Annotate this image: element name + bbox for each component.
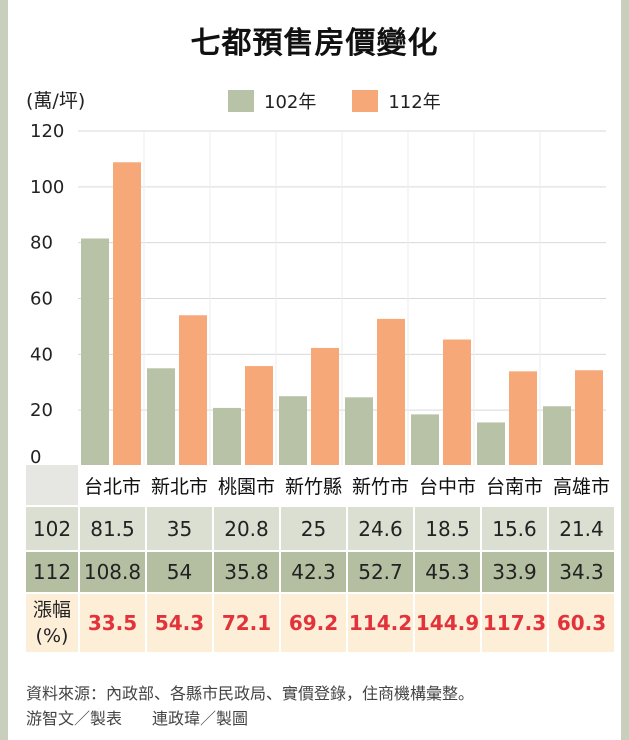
bar-新竹縣-102年 [279,396,307,466]
increase-cell: 54.3 [146,592,214,652]
header-cell: 台北市 [79,465,147,506]
row-label-102: 102 [26,505,80,551]
value-cell: 42.3 [280,550,348,593]
increase-cell: 117.3 [481,592,549,652]
legend-label-112: 112年 [388,92,441,113]
header-cell: 新竹縣 [280,465,348,506]
row-label-112: 112 [26,550,80,593]
bar-chart: 0 20 40 60 80 100 120 [30,121,606,468]
value-cell: 35.8 [213,550,281,593]
value-cell: 108.8 [79,550,147,593]
bar-新北市-102年 [147,368,175,466]
increase-cell: 33.5 [79,592,147,652]
value-cell: 25 [280,505,348,551]
table-row-102: 102 81.5 35 20.8 25 24.6 18.5 15.6 21.4 [26,505,616,551]
value-cell: 33.9 [481,550,549,593]
table-row-increase: 漲幅 (%) 33.5 54.3 72.1 69.2 114.2 144.9 1… [26,592,616,652]
value-cell: 52.7 [347,550,415,593]
header-cell: 台中市 [414,465,482,506]
source-note: 資料來源：內政部、各縣市民政局、實價登錄，住商機構彙整。 游智文／製表 連政瑋／製… [26,681,474,731]
y-tick-label: 80 [30,233,53,254]
header-cell: 新北市 [146,465,214,506]
author-credit: 游智文／製表 [26,709,123,728]
bar-新竹縣-112年 [311,347,339,466]
bar-新竹市-102年 [345,397,373,466]
bar-新北市-112年 [179,315,207,466]
source-line: 資料來源：內政部、各縣市民政局、實價登錄，住商機構彙整。 [26,684,475,703]
value-cell: 34.3 [548,550,616,593]
bar-高雄市-102年 [543,406,571,466]
value-cell: 35 [146,505,214,551]
value-cell: 81.5 [79,505,147,551]
increase-cell: 114.2 [347,592,415,652]
value-cell: 21.4 [548,505,616,551]
bar-台中市-112年 [443,339,471,466]
table-header-row: 台北市 新北市 桃園市 新竹縣 新竹市 台中市 台南市 高雄市 [26,465,616,506]
bar-台北市-112年 [113,162,141,466]
increase-cell: 144.9 [414,592,482,652]
y-tick-label: 0 [30,447,41,468]
bar-桃園市-112年 [245,366,273,466]
credits-line: 游智文／製表 連政瑋／製圖 [26,706,474,731]
header-cell: 高雄市 [548,465,616,506]
header-cell: 桃園市 [213,465,281,506]
legend-swatch-102 [228,90,254,112]
y-tick-label: 120 [30,121,64,142]
bar-桃園市-102年 [213,407,241,466]
y-axis-unit-label: (萬/坪) [26,90,86,112]
bar-高雄市-112年 [575,370,603,466]
table-corner-cell [26,465,80,506]
bar-台南市-112年 [509,371,537,466]
increase-label-line1: 漲幅 [32,599,71,621]
y-tick-label: 40 [30,344,53,365]
legend-swatch-112 [352,90,379,112]
value-cell: 15.6 [481,505,549,551]
y-tick-label: 60 [30,289,53,310]
bar-台中市-102年 [411,414,439,466]
increase-cell: 72.1 [213,592,281,652]
legend-label-102: 102年 [264,92,317,113]
increase-cell: 69.2 [280,592,348,652]
value-cell: 45.3 [414,550,482,593]
increase-label-line2: (%) [35,625,69,647]
table-row-112: 112 108.8 54 35.8 42.3 52.7 45.3 33.9 34… [26,550,616,593]
value-cell: 54 [146,550,214,593]
y-tick-label: 100 [30,177,64,198]
bar-台北市-102年 [81,238,109,466]
value-cell: 24.6 [347,505,415,551]
bar-台南市-102年 [477,422,505,466]
value-cell: 18.5 [414,505,482,551]
y-tick-label: 20 [30,400,53,421]
legend: 102年 112年 [228,88,467,114]
bar-新竹市-112年 [377,318,405,466]
row-label-increase: 漲幅 (%) [26,592,80,652]
header-cell: 台南市 [481,465,549,506]
designer-credit: 連政瑋／製圖 [152,709,249,728]
chart-card: 七都預售房價變化 (萬/坪) 102年 112年 0 20 40 60 80 100 120… [8,0,621,740]
chart-title: 七都預售房價變化 [190,26,439,61]
value-cell: 20.8 [213,505,281,551]
increase-cell: 60.3 [548,592,616,652]
header-cell: 新竹市 [347,465,415,506]
data-table: 台北市 新北市 桃園市 新竹縣 新竹市 台中市 台南市 高雄市 102 81.5… [26,465,616,652]
